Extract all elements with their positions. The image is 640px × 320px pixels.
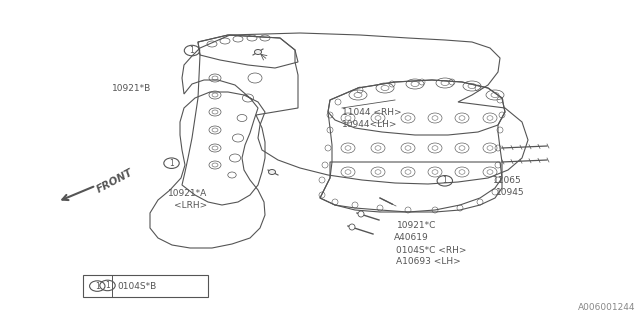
Text: 1: 1 [105,281,110,290]
Ellipse shape [255,50,262,54]
Text: <LRH>: <LRH> [174,201,207,210]
Text: A10693 <LH>: A10693 <LH> [396,257,460,266]
Text: 0104S*C <RH>: 0104S*C <RH> [396,246,466,255]
Text: 1: 1 [442,176,447,185]
Text: 10945: 10945 [496,188,525,197]
Circle shape [349,224,355,230]
Bar [83,275,208,297]
Text: 10921*B: 10921*B [112,84,151,93]
Text: 10944<LH>: 10944<LH> [342,120,398,129]
Text: A006001244: A006001244 [577,303,635,312]
Text: 1: 1 [95,282,100,291]
Text: 1: 1 [169,159,174,168]
Circle shape [358,211,364,217]
Text: 10921*C: 10921*C [397,221,436,230]
Text: 10921*A: 10921*A [168,189,207,198]
Text: A40619: A40619 [394,233,428,242]
Text: 11065: 11065 [493,176,522,185]
Text: 11044 <RH>: 11044 <RH> [342,108,402,117]
Text: 1: 1 [189,46,195,55]
Text: FRONT: FRONT [95,167,134,195]
Ellipse shape [269,170,275,174]
Text: 0104S*B: 0104S*B [117,282,156,291]
